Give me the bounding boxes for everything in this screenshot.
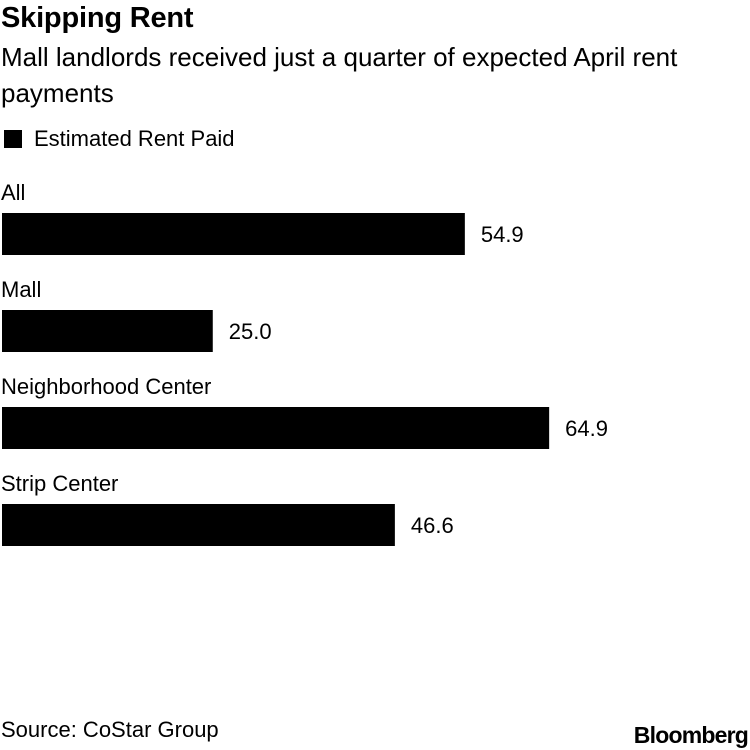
chart-subtitle: Mall landlords received just a quarter o… <box>1 42 678 108</box>
value-label-strip-center: 46.6 <box>411 513 454 538</box>
value-label-mall: 25.0 <box>229 319 272 344</box>
value-label-neighborhood-center: 64.9 <box>565 416 608 441</box>
legend: Estimated Rent Paid <box>4 124 235 154</box>
bar-chart: All 54.9 Mall 25.0 Neighborhood Center 64.9 St… <box>1 180 608 546</box>
source-note: Source: CoStar Group <box>1 717 219 742</box>
category-label-mall: Mall <box>1 277 41 302</box>
category-label-all: All <box>1 180 25 205</box>
category-label-neighborhood-center: Neighborhood Center <box>1 374 211 399</box>
value-label-all: 54.9 <box>481 222 524 247</box>
bar-mall <box>2 310 213 352</box>
bar-all <box>2 213 465 255</box>
bar-neighborhood-center <box>2 407 550 449</box>
bloomberg-logo: Bloomberg <box>633 722 749 748</box>
category-label-strip-center: Strip Center <box>1 471 118 496</box>
legend-label: Estimated Rent Paid <box>34 126 235 151</box>
legend-swatch <box>4 130 22 148</box>
bar-strip-center <box>2 504 395 546</box>
chart-title: Skipping Rent <box>1 2 194 34</box>
